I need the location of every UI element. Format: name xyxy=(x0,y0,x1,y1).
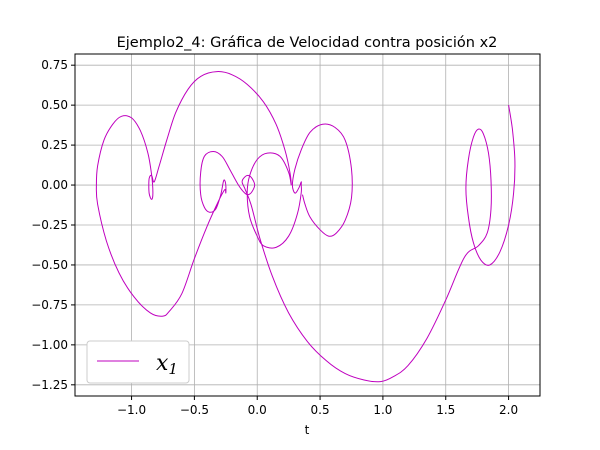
x-tick-label: 0.0 xyxy=(248,403,267,417)
y-tick-label: −0.75 xyxy=(31,298,68,312)
y-tick-label: 0.00 xyxy=(41,178,68,192)
legend-frame xyxy=(86,340,190,384)
x-tick-label: 1.0 xyxy=(373,403,392,417)
x-tick-label: 1.5 xyxy=(436,403,455,417)
x-tick-label: −0.5 xyxy=(180,403,209,417)
x-tick-label: 2.0 xyxy=(499,403,518,417)
x-tick-label: 0.5 xyxy=(311,403,330,417)
y-tick-label: 0.50 xyxy=(41,98,68,112)
legend-label-sub: 1 xyxy=(168,360,178,378)
series-line-x1 xyxy=(95,71,516,383)
chart-title: Ejemplo2_4: Gráfica de Velocidad contra … xyxy=(117,35,498,51)
legend-label-x1: x1 xyxy=(156,351,178,378)
ticks: −1.0 −0.5 0.0 0.5 1.0 1.5 2.0 0.75 0.50 0.25 0.00 −… xyxy=(31,58,518,417)
x-tick-label: −1.0 xyxy=(117,403,146,417)
y-tick-label: 0.75 xyxy=(41,58,68,72)
y-tick-label: −0.50 xyxy=(31,258,68,272)
y-tick-label: −1.25 xyxy=(31,378,68,392)
legend-label-main: x xyxy=(156,351,169,376)
curve-layer xyxy=(95,71,516,383)
y-tick-label: 0.25 xyxy=(41,138,68,152)
y-tick-label: −0.25 xyxy=(31,218,68,232)
x-axis-label: t xyxy=(305,423,310,437)
y-tick-label: −1.00 xyxy=(31,338,68,352)
legend: x1 xyxy=(86,340,190,384)
